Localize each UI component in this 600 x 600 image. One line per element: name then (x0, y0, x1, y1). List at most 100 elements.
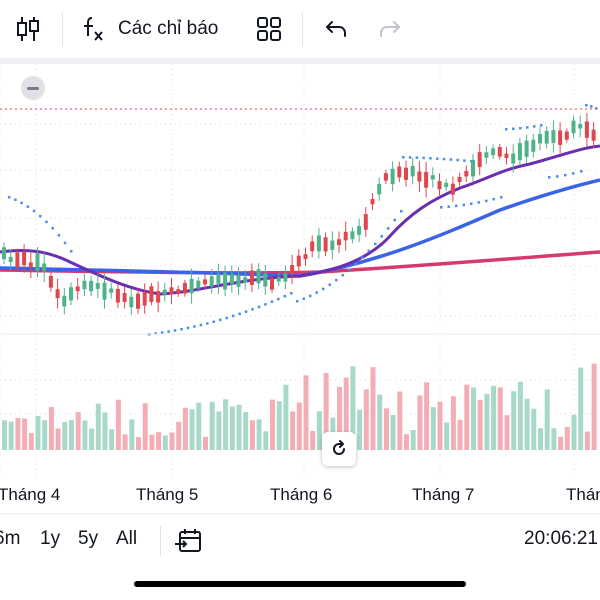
sar-dot (590, 105, 593, 108)
sar-dot (63, 241, 67, 245)
volume-bar (216, 411, 222, 450)
undo-icon[interactable] (318, 10, 354, 48)
candle-body (390, 168, 395, 185)
redo-icon[interactable] (372, 10, 408, 48)
sar-dot (422, 156, 425, 160)
sar-dot (225, 316, 228, 320)
sar-dot (45, 220, 48, 224)
candle-body (457, 176, 462, 183)
sar-dot (154, 332, 157, 335)
volume-bar (82, 420, 88, 450)
layout-grid-icon[interactable] (250, 10, 288, 48)
candle-body (48, 275, 53, 288)
sar-dot (199, 323, 203, 327)
candle-body (102, 282, 107, 300)
sar-dot (335, 278, 338, 282)
candle-body (404, 167, 408, 180)
sar-dot (556, 175, 559, 178)
candle-body (564, 131, 569, 140)
candle-body (511, 153, 516, 164)
ma-medium-line (0, 178, 600, 278)
candle-body (290, 264, 295, 274)
bottom-separator (160, 526, 161, 556)
volume-bar (397, 391, 403, 450)
refresh-icon (333, 440, 345, 455)
range-6m[interactable]: 6m (0, 528, 21, 549)
volume-bar (424, 382, 430, 450)
range-all[interactable]: All (116, 528, 138, 549)
volume-bar (176, 421, 182, 450)
candle-body (243, 277, 248, 283)
reset-chart-button[interactable] (322, 432, 356, 466)
candle-body (15, 252, 20, 268)
candle-body (316, 235, 321, 252)
volume-bar (203, 436, 208, 450)
candle-body (129, 296, 134, 308)
candle-body (263, 273, 268, 287)
candlestick-icon[interactable] (8, 10, 48, 48)
sar-dot (302, 297, 305, 301)
sar-dot (485, 199, 488, 203)
candle-body (383, 173, 388, 181)
candle-body (256, 269, 261, 284)
candle-body (276, 277, 281, 282)
candle-body (450, 183, 455, 195)
candle-body (578, 124, 583, 129)
candle-body (156, 291, 161, 303)
candle-body (216, 273, 221, 284)
sar-dot (193, 325, 196, 328)
indicators-button[interactable]: Các chỉ báo (78, 10, 228, 48)
volume-bar (162, 435, 168, 450)
candle-body (517, 143, 522, 161)
sar-dot (408, 156, 412, 159)
volume-bar (558, 436, 564, 450)
volume-bar (410, 430, 416, 450)
candle-body (203, 279, 207, 285)
sar-dot (160, 331, 164, 334)
sar-dot (244, 310, 248, 313)
volume-bar (42, 420, 48, 450)
candle-body (283, 273, 288, 282)
candle-body (122, 293, 127, 303)
x-axis-label: Tháng (566, 485, 600, 504)
candle-body (8, 256, 13, 262)
sar-dot (456, 158, 459, 162)
goto-date-icon[interactable] (172, 526, 204, 556)
sar-dot (231, 314, 235, 318)
volume-bar (69, 419, 74, 450)
candle-body (82, 280, 87, 290)
sar-dot (564, 173, 567, 177)
range-1y[interactable]: 1y (40, 528, 61, 549)
volume-bar (571, 414, 577, 450)
volume-bar (497, 387, 503, 450)
sar-dot (251, 308, 254, 311)
volume-bar (390, 415, 396, 450)
sar-dot (328, 283, 331, 286)
price-chart[interactable]: Tháng 4 Tháng 5 Tháng 6 Tháng 7 Tháng (0, 64, 600, 518)
volume-bar (444, 422, 450, 450)
sar-dot (238, 312, 241, 316)
volume-bar (136, 437, 141, 450)
candle-body (343, 231, 348, 241)
volume-bar (564, 426, 570, 450)
sar-dot (463, 159, 466, 162)
volume-bar (457, 419, 463, 450)
range-5y[interactable]: 5y (78, 528, 99, 549)
toolbar-separator (302, 12, 303, 46)
sar-dot (393, 218, 396, 222)
volume-bar (323, 372, 329, 450)
candle-body (28, 262, 33, 268)
candle-body (176, 289, 181, 294)
x-axis-label: Tháng 5 (136, 485, 198, 504)
volume-bar (337, 386, 342, 450)
ma-short-line (0, 144, 600, 296)
candle-body (330, 240, 335, 250)
candle-body (417, 171, 422, 182)
sar-dot (462, 203, 465, 207)
sar-dot (341, 273, 344, 277)
volume-bar (584, 431, 590, 450)
collapse-pane-button[interactable] (21, 76, 45, 100)
volume-bar (115, 399, 121, 450)
volume-bar (263, 431, 269, 450)
volume-bar (464, 384, 470, 450)
